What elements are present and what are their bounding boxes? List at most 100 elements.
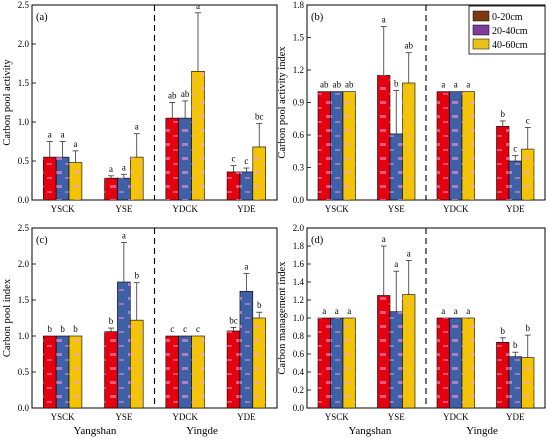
significance-letter: ab [320,80,329,90]
x-tick-label: YDCK [443,412,469,422]
bar-texture [117,178,131,200]
bar-texture [496,126,510,200]
legend-label-1: 20-40cm [492,26,528,37]
significance-letter: c [513,144,517,154]
panel-1: 0.0 0.3 0.6 0.9 1.2 1.5 1.8 Carbon pool activit… [277,0,546,214]
significance-letter: b [394,79,399,89]
y-tick-label: 1.4 [293,277,305,287]
bar-texture [330,318,343,408]
significance-letter: a [244,261,248,271]
x-tick-label: YDE [237,204,256,214]
y-tick-label: 2.5 [18,0,30,10]
significance-letter: a [48,130,52,140]
significance-letter: a [322,306,326,316]
bar-texture [318,318,331,408]
bar-texture [165,118,179,200]
x-tick-label: YDCK [443,204,469,214]
y-tick-label: 1.5 [18,78,30,88]
bar-texture [377,295,391,408]
x-tick-label: YDE [237,412,256,422]
y-tick-label: 0.0 [293,195,305,205]
bar-texture [461,91,475,200]
panel-label: (b) [311,12,324,23]
y-tick-label: 0.6 [293,130,305,140]
y-tick-label: 0.5 [18,367,30,377]
x-tick-label: YDE [506,412,525,422]
significance-letter: c [244,156,248,166]
significance-letter: c [170,324,174,334]
bar-texture [521,357,534,408]
y-tick-label: 0.6 [293,349,305,359]
x-tick-label: YSE [388,204,406,214]
significance-letter: a [454,80,458,90]
significance-letter: a [122,162,126,172]
significance-letter: b [109,316,114,326]
x-tick-label: YDCK [172,412,198,422]
significance-letter: a [466,306,470,316]
bar-texture [330,91,343,200]
legend-label-2: 40-60cm [492,40,528,51]
significance-letter: bc [229,315,238,325]
bar-texture [227,171,240,200]
y-tick-label: 2.0 [18,259,30,269]
significance-letter: ab [168,91,177,101]
bar-texture [165,336,179,408]
significance-letter: c [196,324,200,334]
y-tick-label: 1.0 [18,117,30,127]
x-tick-label: YDCK [172,204,198,214]
panel-label: (d) [311,235,324,246]
legend-swatch-1 [472,24,490,36]
bar-texture [104,331,118,408]
y-tick-label: 2.0 [18,39,30,49]
significance-letter: a [73,139,77,149]
y-tick-label: 1.8 [293,0,305,10]
y-tick-label: 1.0 [18,331,30,341]
group-label-left-a: Yangshan [74,425,117,437]
y-tick-label: 1.0 [293,313,305,323]
significance-letter: a [109,164,113,174]
y-tick-label: 0.3 [293,163,305,173]
significance-letter: a [407,248,411,258]
bar-texture [104,178,118,200]
bar-texture [437,318,450,408]
significance-letter: ab [333,80,342,90]
y-tick-label: 1.6 [293,259,305,269]
significance-letter: b [73,324,78,334]
y-tick-label: 1.2 [293,295,304,305]
y-tick-label: 2.0 [293,223,305,233]
x-tick-label: YSE [388,412,406,422]
panel-2: 0.0 0.5 1.0 1.5 2.0 2.5 Carbon pool index (c) YS… [2,223,278,422]
significance-letter: a [382,15,386,25]
x-tick-label: YSCK [51,204,76,214]
bar-texture [437,91,450,200]
significance-letter: ab [345,80,354,90]
significance-letter: a [441,80,445,90]
bar-texture [449,318,462,408]
bar-texture [402,83,415,200]
y-tick-label: 1.2 [293,65,304,75]
significance-letter: bc [255,112,264,122]
bar-texture [509,356,522,408]
y-tick-label: 0.2 [293,385,304,395]
y-axis-title: Carbon pool activity [2,59,13,146]
x-tick-label: YSCK [325,412,350,422]
significance-letter: c [183,324,187,334]
bar-texture [239,171,253,200]
significance-letter: a [441,306,445,316]
bar-texture [43,157,57,200]
bar-texture [342,318,356,408]
bar-texture [402,294,415,408]
bar-texture [130,157,144,200]
bar-texture [178,336,192,408]
significance-letter: a [196,1,200,11]
significance-letter: a [335,306,339,316]
bar-texture [130,320,144,408]
panel-label: (a) [36,12,48,23]
bar-texture [377,75,391,200]
y-tick-label: 1.5 [293,33,305,43]
significance-letter: b [257,300,262,310]
bar-texture [252,318,266,408]
significance-letter: b [48,324,53,334]
y-axis-title: Carbon management index [277,261,288,375]
